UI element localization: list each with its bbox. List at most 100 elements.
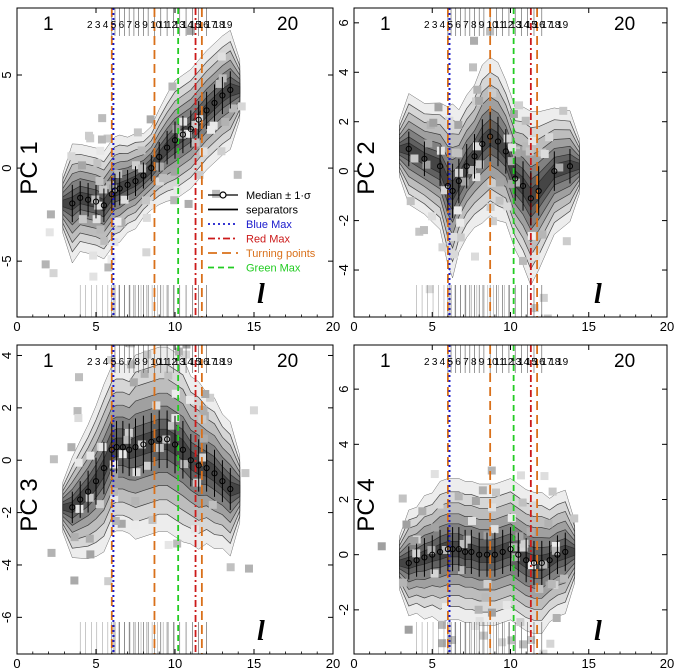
plot-area	[377, 345, 579, 654]
outlier-cell	[111, 516, 120, 525]
plot-area	[47, 345, 258, 654]
outlier-cell	[406, 197, 415, 206]
outlier-cell	[226, 563, 235, 572]
x-tick-label: 10	[168, 319, 182, 334]
outlier-cell	[424, 139, 433, 148]
separator-number: 19	[221, 357, 233, 368]
separator-number: 7	[463, 357, 469, 368]
outlier-cell	[186, 395, 195, 404]
outlier-cell	[459, 540, 468, 549]
legend-label: Red Max	[246, 234, 291, 246]
outlier-cell	[518, 498, 527, 507]
outlier-cell	[155, 443, 164, 452]
separator-number: 10	[150, 357, 162, 368]
outlier-cell	[560, 574, 569, 583]
median-point	[449, 187, 456, 195]
outlier-cell	[93, 158, 102, 167]
outlier-cell	[130, 520, 139, 529]
outlier-cell	[515, 532, 524, 541]
outlier-cell	[540, 150, 549, 159]
outlier-cell	[483, 531, 492, 540]
separator-number: 8	[471, 357, 477, 368]
outlier-cell	[460, 177, 469, 186]
outlier-cell	[438, 243, 447, 252]
median-point	[77, 194, 84, 201]
outlier-cell	[454, 492, 463, 501]
outlier-cell	[86, 550, 95, 559]
outlier-cell	[377, 542, 386, 551]
separator-number: 4	[103, 357, 109, 368]
separator-number: 14	[182, 357, 194, 368]
y-tick-label: 2	[336, 118, 351, 125]
outlier-cell	[164, 540, 173, 549]
outlier-cell	[473, 85, 482, 94]
outlier-cell	[95, 176, 104, 185]
median-point	[566, 163, 574, 170]
outlier-cell	[148, 515, 157, 524]
outlier-cell	[174, 347, 183, 356]
median-point	[502, 148, 509, 155]
outlier-cell	[143, 350, 152, 359]
x-tick-label: 0	[13, 319, 20, 334]
outlier-cell	[199, 434, 208, 443]
x-tick-label: 15	[247, 656, 261, 669]
outlier-cell	[559, 106, 568, 115]
outlier-cell	[518, 640, 527, 649]
outlier-cell	[428, 212, 437, 221]
outlier-cell	[114, 170, 123, 179]
separator-number: 19	[557, 20, 569, 31]
outlier-cell	[546, 639, 555, 648]
median-point	[551, 168, 558, 175]
median-point	[436, 548, 444, 556]
median-point	[449, 546, 456, 553]
outlier-cell	[104, 263, 113, 272]
x-tick-label: 5	[92, 656, 99, 669]
outlier-cell	[481, 593, 490, 602]
outlier-cell	[527, 635, 536, 644]
outlier-cell	[97, 135, 106, 144]
median-point	[468, 548, 475, 556]
outlier-cell	[438, 639, 447, 648]
outlier-cell	[512, 149, 521, 158]
x-axis-symbol: l	[594, 616, 602, 647]
separator-number: 8	[471, 20, 477, 31]
separator-number: 12	[502, 20, 514, 31]
median-point	[462, 548, 469, 556]
separator-number: 5	[447, 20, 453, 31]
outlier-cell	[427, 546, 436, 555]
outlier-cell	[85, 534, 94, 543]
outlier-cell	[110, 494, 119, 503]
outlier-cell	[457, 566, 466, 575]
separator-number: 12	[166, 20, 178, 31]
median-point	[100, 202, 108, 209]
outlier-cell	[454, 120, 463, 129]
outlier-cell	[152, 401, 161, 410]
median-point	[483, 551, 491, 558]
panel-label: PC 3	[16, 478, 43, 531]
outlier-cell	[495, 196, 504, 205]
outlier-cell	[85, 493, 94, 502]
median-point	[546, 557, 553, 564]
outlier-cell	[96, 225, 105, 234]
separator-number: 9	[142, 357, 148, 368]
outlier-cell	[49, 269, 58, 278]
separator-number: 6	[119, 357, 125, 368]
outlier-cell	[168, 82, 177, 91]
median-point	[429, 551, 436, 558]
outlier-cell	[470, 36, 479, 45]
outlier-cell	[454, 149, 463, 158]
y-tick-label: 4	[0, 352, 14, 359]
y-tick-label: 6	[336, 19, 351, 26]
outlier-cell	[98, 443, 107, 452]
outlier-cell	[410, 536, 419, 545]
outlier-cell	[548, 487, 557, 496]
outlier-cell	[398, 578, 407, 587]
median-point	[455, 177, 462, 185]
outlier-cell	[110, 238, 119, 247]
outlier-cell	[430, 523, 439, 532]
y-tick-label: -2	[0, 507, 14, 519]
separator-number: 6	[455, 357, 461, 368]
outlier-cell	[438, 620, 447, 629]
outlier-cell	[191, 138, 200, 147]
